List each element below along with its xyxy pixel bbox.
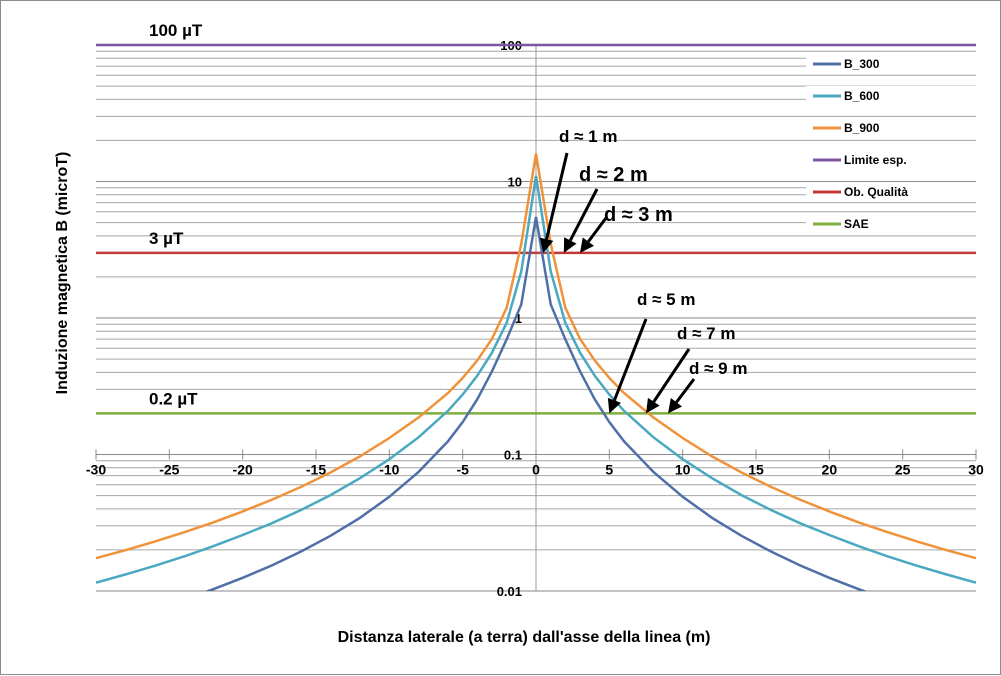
legend-bg	[806, 214, 976, 234]
axes: -30 -25 -20 -15 -10 -5 0 5 10 15 20 25 300.010.11101…	[86, 38, 984, 599]
legend-label: SAE	[844, 217, 869, 231]
x-tick-label: -20	[233, 462, 253, 478]
legend-label: Ob. Qualità	[844, 185, 908, 199]
annotation-arrow-head	[668, 398, 683, 414]
legend-bg	[806, 150, 976, 170]
x-tick-label: 30	[968, 462, 984, 478]
annotation-arrow-head	[563, 237, 577, 253]
annotation-label: d ≈ 5 m	[637, 290, 695, 309]
legend: B_300 B_600 B_900 Limite esp. Ob. Qualità SAE	[806, 54, 976, 234]
x-tick-label: -5	[456, 462, 469, 478]
y-tick-label: 10	[508, 175, 522, 190]
legend-bg	[806, 182, 976, 202]
reference-label: 0.2 µT	[149, 389, 198, 408]
x-tick-label: -30	[86, 462, 106, 478]
annotation-arrow-shaft	[652, 348, 691, 403]
x-tick-label: -10	[379, 462, 399, 478]
reference-label: 100 µT	[149, 21, 203, 40]
x-tick-label: -15	[306, 462, 326, 478]
annotation-label: d ≈ 3 m	[604, 204, 673, 226]
annotation-arrow-head	[580, 237, 594, 253]
x-tick-label: 0	[532, 462, 540, 478]
annotation-arrow-shaft	[675, 378, 696, 404]
series-line	[96, 175, 976, 584]
y-tick-label: 0.1	[504, 448, 522, 463]
data-series	[96, 153, 976, 591]
annotations: d ≈ 1 m d ≈ 2 m d ≈ 3 m d ≈ 5 m d ≈ 7 m d ≈ 9…	[539, 127, 747, 414]
x-tick-label: 10	[675, 462, 691, 478]
x-tick-label: 5	[605, 462, 613, 478]
legend-label: B_600	[844, 89, 880, 103]
annotation-arrow-head	[646, 397, 660, 414]
y-axis-title: Induzione magnetica B (microT)	[54, 152, 71, 395]
legend-bg	[806, 54, 976, 74]
series-line	[96, 153, 976, 560]
annotation-arrow-shaft	[587, 217, 608, 243]
y-tick-label: 0.01	[497, 584, 522, 599]
annotation-arrow-shaft	[568, 188, 599, 242]
legend-label: Limite esp.	[844, 153, 907, 167]
x-tick-label: 20	[822, 462, 838, 478]
annotation-label: d ≈ 2 m	[579, 164, 648, 186]
annotation-label: d ≈ 1 m	[559, 127, 617, 146]
annotation-arrow-shaft	[545, 152, 569, 240]
annotation-label: d ≈ 9 m	[689, 359, 747, 378]
legend-label: B_300	[844, 57, 880, 71]
annotation-arrow-head	[539, 237, 554, 253]
legend-label: B_900	[844, 121, 880, 135]
reference-label: 3 µT	[149, 229, 184, 248]
annotation-arrow-head	[607, 397, 621, 414]
x-tick-label: 15	[748, 462, 764, 478]
legend-bg	[806, 118, 976, 138]
series-line	[204, 216, 868, 591]
annotation-arrow-shaft	[613, 318, 648, 401]
x-tick-label: 25	[895, 462, 911, 478]
legend-bg	[806, 86, 976, 106]
x-tick-label: -25	[159, 462, 179, 478]
x-axis-title: Distanza laterale (a terra) dall'asse de…	[338, 629, 711, 646]
y-tick-label: 1	[515, 311, 522, 326]
annotation-label: d ≈ 7 m	[677, 324, 735, 343]
reference-lines: 100 µT 3 µT 0.2 µT	[96, 21, 976, 415]
